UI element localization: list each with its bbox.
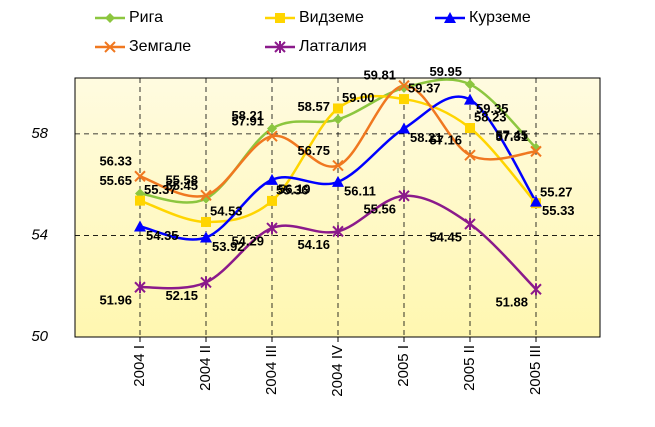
data-label: 51.96 — [99, 293, 132, 308]
data-label: 51.88 — [495, 295, 528, 310]
data-label: 55.65 — [99, 173, 132, 188]
y-tick-label: 50 — [31, 328, 48, 345]
data-label: 57.16 — [429, 133, 462, 148]
data-label: 59.81 — [363, 67, 396, 82]
data-point — [266, 173, 278, 185]
data-label: 54.45 — [429, 229, 462, 244]
y-tick-label: 58 — [31, 125, 48, 142]
data-point — [333, 103, 343, 114]
x-tick-label: 2004 I — [131, 345, 148, 387]
data-point — [332, 159, 344, 172]
data-label: 57.31 — [495, 129, 528, 144]
data-label: 56.33 — [99, 154, 132, 169]
y-tick-label: 54 — [31, 226, 48, 243]
data-point — [267, 123, 277, 134]
legend-label: Курземе — [469, 9, 531, 26]
data-point — [465, 79, 475, 90]
data-label: 59.37 — [408, 81, 441, 96]
data-point — [267, 195, 277, 206]
data-label: 56.75 — [297, 143, 330, 158]
data-label: 55.45 — [165, 178, 198, 193]
data-label: 55.58 — [165, 173, 198, 188]
data-point — [464, 218, 476, 231]
data-label: 56.19 — [278, 181, 311, 196]
data-point — [332, 175, 344, 187]
data-label: 56.11 — [344, 183, 376, 198]
data-label: 55.56 — [363, 201, 396, 216]
x-tick-label: 2004 II — [197, 345, 214, 391]
data-point — [134, 281, 146, 294]
data-point — [266, 130, 278, 142]
data-point — [399, 82, 409, 93]
x-tick-label: 2005 I — [395, 345, 412, 387]
data-point — [399, 94, 409, 105]
data-label: 57.91 — [231, 114, 264, 129]
data-label: 59.35 — [476, 101, 509, 116]
data-label: 55.33 — [542, 203, 575, 218]
data-point — [332, 225, 344, 238]
legend-label: Латгалия — [299, 38, 367, 55]
data-point — [531, 142, 541, 153]
data-point — [530, 195, 542, 207]
data-label: 54.53 — [210, 203, 243, 218]
data-label: 55.37 — [144, 182, 177, 197]
data-point — [134, 170, 146, 182]
legend-label: Земгале — [129, 38, 191, 55]
x-tick-label: 2004 III — [263, 345, 280, 395]
data-label: 52.15 — [165, 288, 198, 303]
legend-marker — [274, 41, 286, 53]
data-label: 55.27 — [540, 185, 573, 200]
data-label: 55.36 — [276, 182, 309, 197]
data-point — [201, 216, 211, 227]
legend-label: Рига — [129, 9, 163, 26]
data-point — [464, 149, 476, 161]
data-label: 58.21 — [231, 108, 264, 123]
data-label: 58.21 — [410, 130, 443, 145]
data-label: 54.16 — [297, 237, 330, 252]
data-label: 54.29 — [231, 234, 264, 249]
data-point — [530, 283, 542, 296]
data-point — [398, 122, 410, 134]
data-label: 59.95 — [429, 64, 462, 79]
x-tick-label: 2005 II — [461, 345, 478, 391]
data-point — [465, 123, 475, 134]
data-point — [134, 220, 146, 232]
data-point — [200, 276, 212, 289]
legend-marker — [275, 13, 285, 23]
data-point — [266, 222, 278, 235]
data-point — [200, 231, 212, 243]
data-label: 57.45 — [495, 127, 528, 142]
data-label: 53.92 — [212, 239, 245, 254]
data-point — [530, 145, 542, 158]
data-label: 58.57 — [297, 99, 330, 114]
data-point — [135, 195, 145, 206]
data-label: 59.00 — [342, 90, 375, 105]
legend-label: Видземе — [299, 9, 364, 26]
x-tick-label: 2004 IV — [329, 345, 346, 397]
data-point — [333, 114, 343, 125]
data-label: 58.23 — [474, 109, 507, 124]
data-point — [200, 189, 212, 202]
legend-marker — [104, 41, 116, 53]
data-point — [398, 79, 410, 92]
legend-marker — [444, 12, 456, 23]
x-tick-label: 2005 III — [527, 345, 544, 395]
legend-marker — [105, 13, 115, 23]
data-point — [464, 93, 476, 105]
data-point — [201, 193, 211, 204]
data-label: 54.35 — [146, 228, 179, 243]
data-point — [398, 189, 410, 202]
